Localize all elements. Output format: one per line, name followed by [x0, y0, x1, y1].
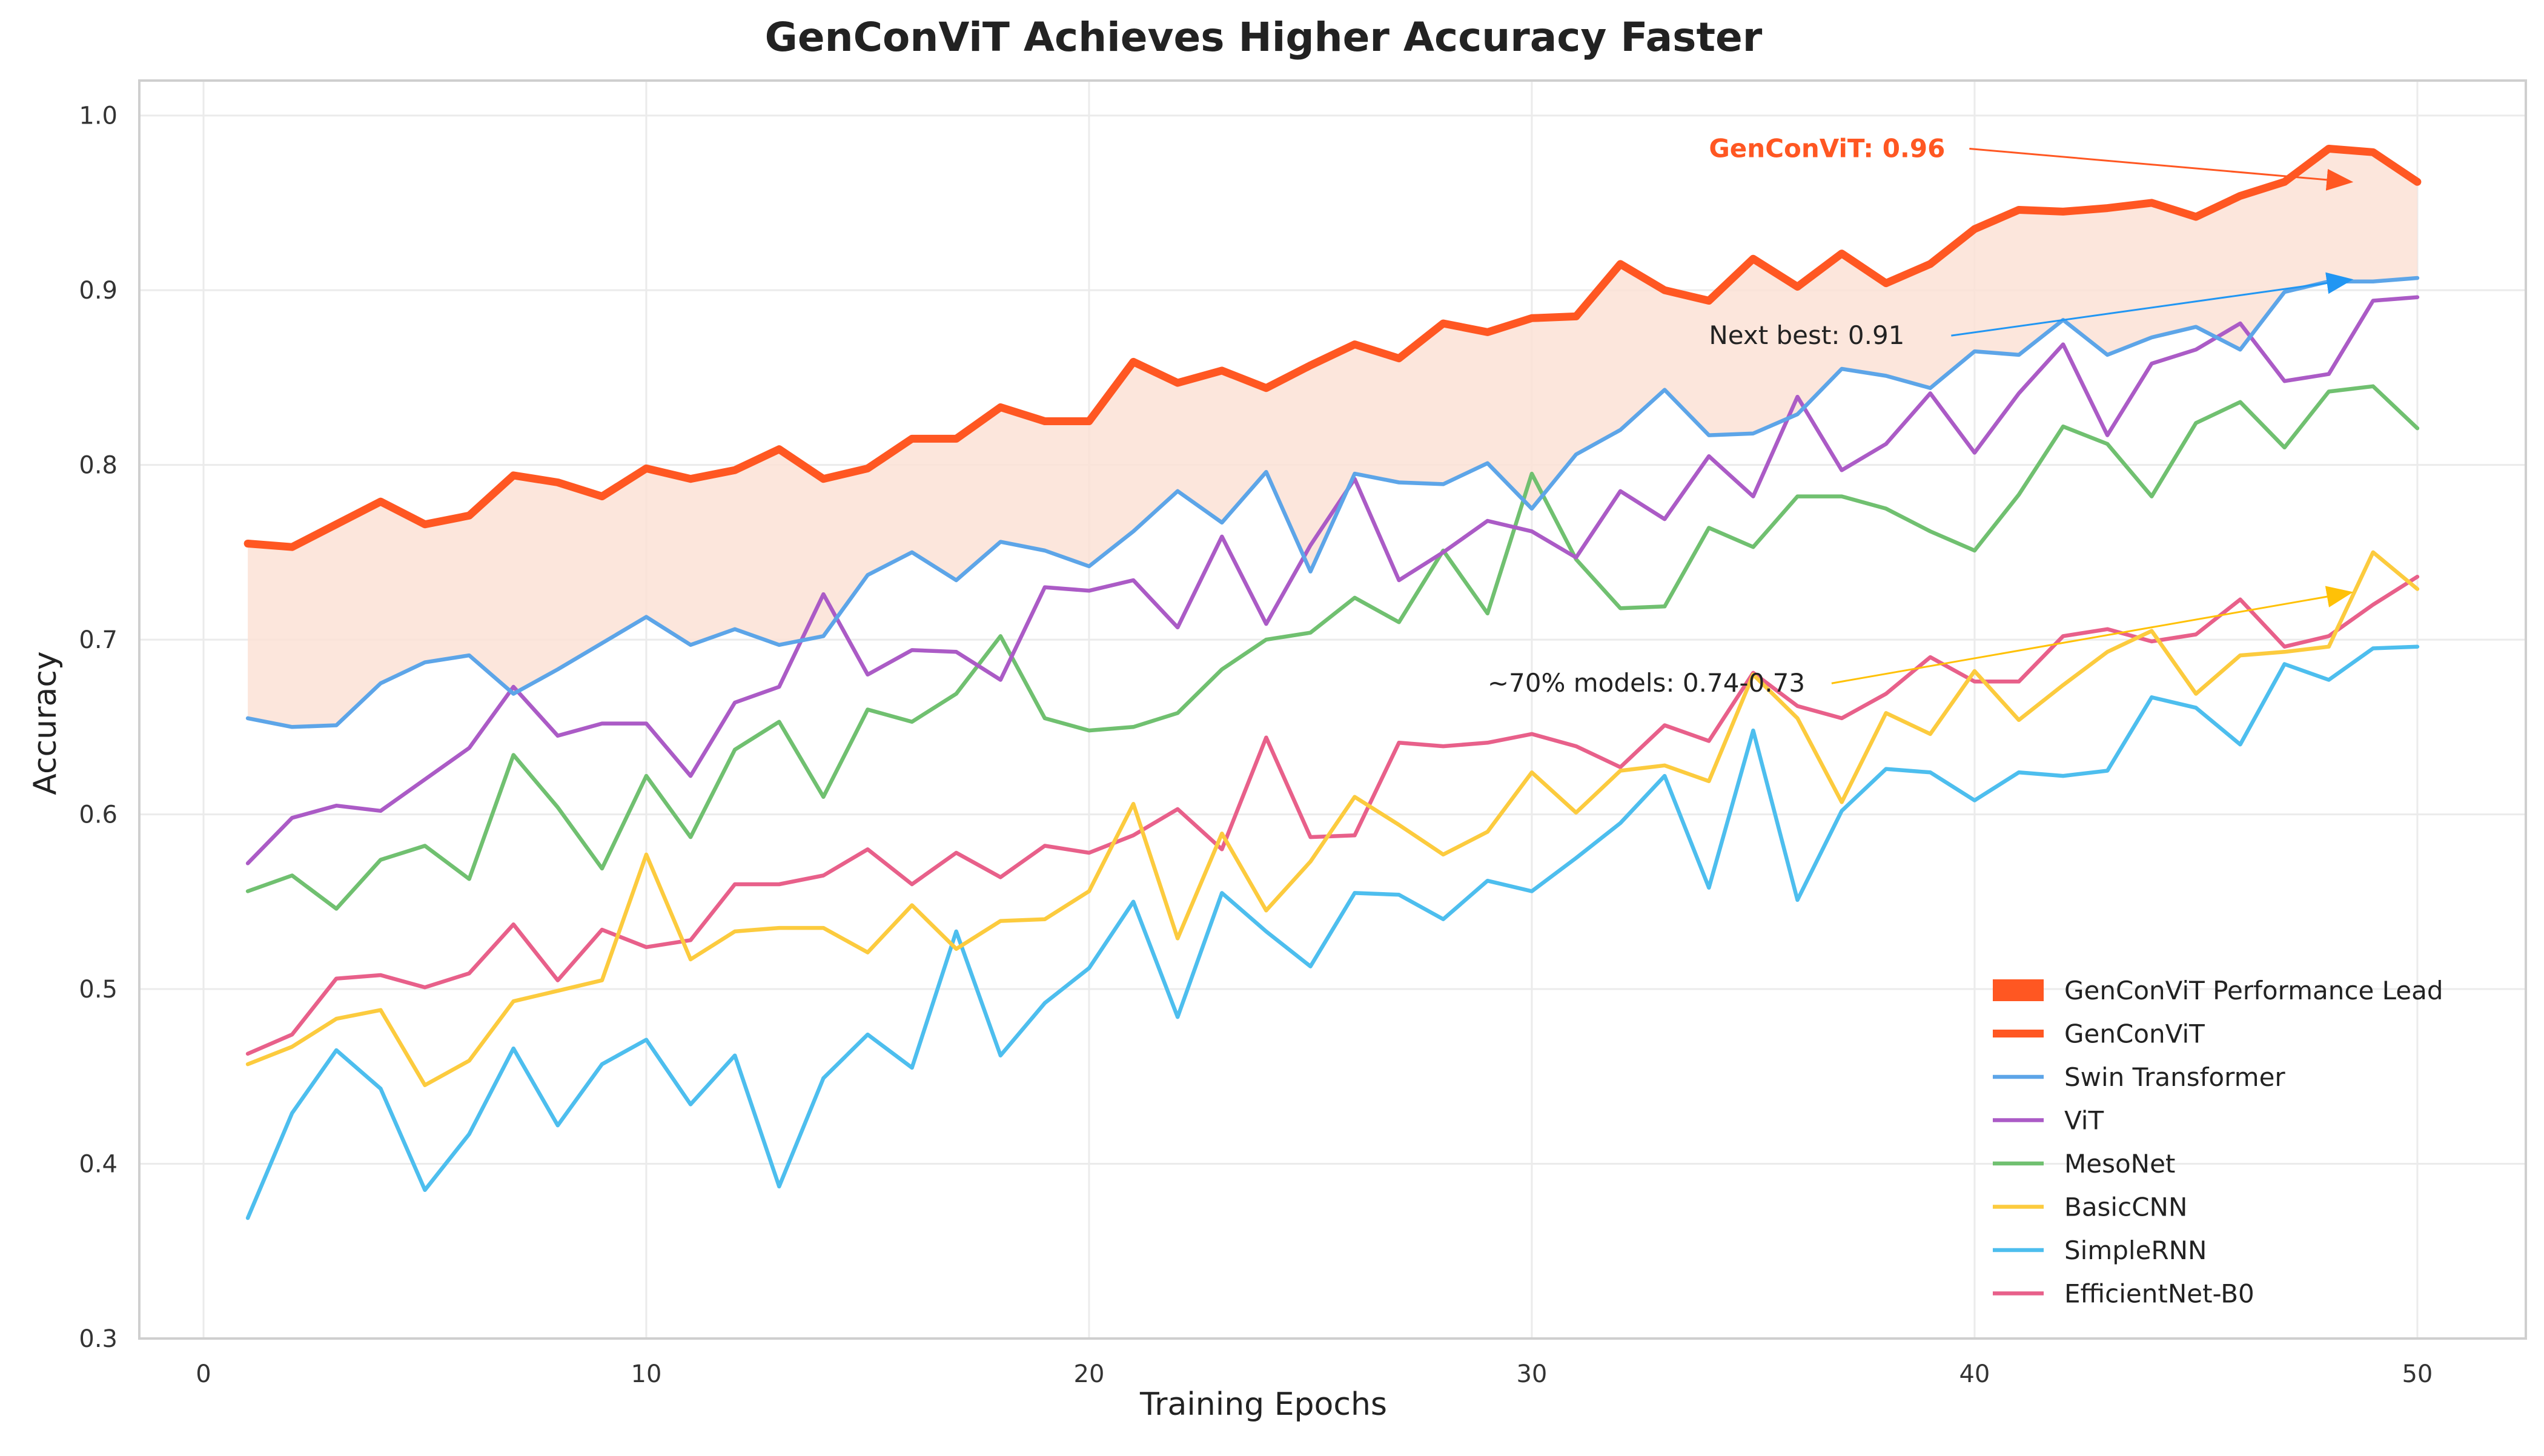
- legend-entry-label: EfficientNet-B0: [2064, 1279, 2254, 1309]
- y-tick-label: 0.3: [79, 1325, 118, 1353]
- annotation-arrow: [1969, 148, 2354, 191]
- series-line-genconvit: [243, 145, 2422, 551]
- annotation-text: Next best: 0.91: [1709, 320, 1904, 350]
- legend-entry-label: SimpleRNN: [2064, 1236, 2207, 1265]
- x-tick-label: 30: [1516, 1360, 1547, 1388]
- chart-title: GenConViT Achieves Higher Accuracy Faste…: [765, 14, 1763, 61]
- y-tick-label: 0.4: [79, 1151, 118, 1179]
- y-tick-label: 0.5: [79, 976, 118, 1004]
- lead-band-layer: [248, 148, 2417, 727]
- y-tick-label: 0.6: [79, 801, 118, 829]
- y-axis-label: Accuracy: [27, 651, 64, 795]
- legend-entry-label: MesoNet: [2064, 1149, 2175, 1179]
- legend-swatch-lead-band: [1993, 979, 2044, 1001]
- legend-entry-label: Swin Transformer: [2064, 1062, 2285, 1092]
- grid-layer: [139, 81, 2526, 1340]
- annotation-text: GenConViT: 0.96: [1709, 134, 1945, 164]
- x-tick-label: 20: [1074, 1360, 1105, 1388]
- y-tick-label: 0.8: [79, 452, 118, 480]
- x-tick-label: 50: [2402, 1360, 2433, 1388]
- x-tick-label: 40: [1959, 1360, 1990, 1388]
- x-axis-label: Training Epochs: [1139, 1386, 1387, 1423]
- y-tick-label: 0.9: [79, 277, 118, 305]
- annotation-text: ~70% models: 0.74-0.73: [1488, 668, 1805, 698]
- series-line-vit: [245, 295, 2420, 865]
- plot-frame: [138, 79, 2527, 1340]
- series-line-mesonet: [245, 384, 2420, 911]
- x-tick-label: 0: [196, 1360, 211, 1388]
- y-tick-label: 1.0: [79, 102, 118, 130]
- x-tick-label: 10: [631, 1360, 662, 1388]
- series-line-basiccnn: [245, 550, 2420, 1087]
- annotation-layer: GenConViT: 0.96 Next best: 0.91 ~70% model…: [1488, 134, 2354, 698]
- legend: GenConViT Performance Lead GenConViT Swin …: [1993, 976, 2443, 1309]
- y-tick-label: 0.7: [79, 626, 118, 654]
- annotation-arrow: [1951, 272, 2354, 337]
- lead-band-area: [248, 148, 2417, 727]
- series-line-simplernn: [245, 644, 2420, 1220]
- series-line-swin-transformer: [245, 276, 2420, 729]
- legend-entry-label: BasicCNN: [2064, 1193, 2187, 1222]
- legend-entry-label: GenConViT: [2064, 1019, 2205, 1049]
- annotation-arrow: [1831, 586, 2354, 684]
- legend-entry-label: ViT: [2064, 1106, 2104, 1136]
- tick-layer: 0 10 20 30 40 50 0.3 0.4 0.5 0.6 0.7 0.8 0.9 1.0: [79, 102, 2433, 1388]
- legend-entry-label: GenConViT Performance Lead: [2064, 976, 2443, 1005]
